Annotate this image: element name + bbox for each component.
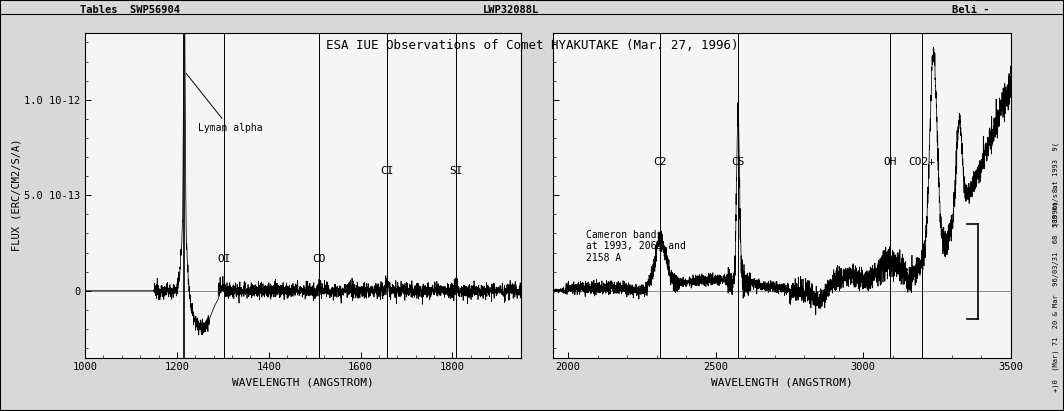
- Text: Lyman alpha: Lyman alpha: [186, 73, 262, 134]
- Text: CS: CS: [731, 157, 745, 166]
- Text: Beli -: Beli -: [952, 5, 990, 15]
- Y-axis label: FLUX (ERC/CM2/S/A): FLUX (ERC/CM2/S/A): [12, 139, 21, 252]
- Text: SI: SI: [449, 166, 463, 176]
- Text: 500 km/s at 1993  9(: 500 km/s at 1993 9(: [1052, 143, 1059, 227]
- Text: LWP32088L: LWP32088L: [483, 5, 538, 15]
- Text: Tables  SWP56904: Tables SWP56904: [80, 5, 180, 15]
- X-axis label: WAVELENGTH (ANGSTROM): WAVELENGTH (ANGSTROM): [711, 378, 853, 388]
- Text: CO2+: CO2+: [909, 157, 935, 166]
- Text: +)0  (Mar) 71  20 & Mar  96/03/31  68  (1996)  8.: +)0 (Mar) 71 20 & Mar 96/03/31 68 (1996)…: [1052, 184, 1059, 392]
- Text: OI: OI: [217, 254, 231, 264]
- Text: Cameron bands
at 1993, 2063 and
2158 A: Cameron bands at 1993, 2063 and 2158 A: [586, 230, 685, 263]
- Text: OH: OH: [883, 157, 897, 166]
- Text: CI: CI: [380, 166, 394, 176]
- Text: ESA IUE Observations of Comet HYAKUTAKE (Mar. 27, 1996): ESA IUE Observations of Comet HYAKUTAKE …: [326, 39, 738, 52]
- X-axis label: WAVELENGTH (ANGSTROM): WAVELENGTH (ANGSTROM): [232, 378, 375, 388]
- Text: CO: CO: [313, 254, 326, 264]
- Text: C2: C2: [653, 157, 667, 166]
